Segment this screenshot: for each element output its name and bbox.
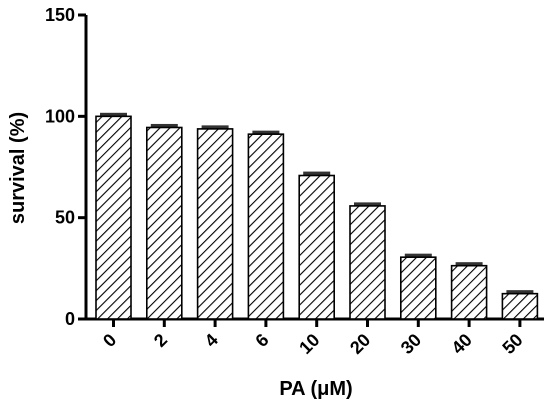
bar-0 <box>95 115 132 320</box>
x-tick-label: 20 <box>346 330 374 358</box>
x-tick-label: 2 <box>150 330 171 351</box>
y-tick-label: 50 <box>55 208 75 228</box>
y-tick-label: 0 <box>65 309 75 329</box>
bar-20 <box>349 205 386 320</box>
error-bar <box>354 202 381 207</box>
bar-40 <box>450 264 488 320</box>
error-bar <box>150 123 178 128</box>
error-bar <box>201 125 229 130</box>
bars <box>95 112 539 320</box>
error-bar <box>404 253 432 258</box>
x-tick-label: 50 <box>498 330 526 358</box>
bar-6 <box>247 133 285 320</box>
x-tick-label: 30 <box>397 330 425 358</box>
x-axis-title: PA (μM) <box>279 378 352 400</box>
x-tick-label: 0 <box>99 330 120 351</box>
bar-10 <box>298 174 336 320</box>
x-tick-label: 6 <box>252 330 273 351</box>
bar-4 <box>196 128 234 320</box>
y-axis-title: survival (%) <box>7 112 29 224</box>
error-bar <box>506 290 534 295</box>
y-tick-label: 100 <box>45 106 75 126</box>
x-tick-label: 40 <box>448 330 476 358</box>
bar-30 <box>399 256 437 320</box>
error-bar <box>100 112 127 117</box>
error-bar <box>303 171 331 176</box>
x-tick-label: 4 <box>201 330 222 351</box>
x-tick-label: 10 <box>295 330 323 358</box>
bar-2 <box>146 126 183 320</box>
error-bar <box>252 130 280 135</box>
y-tick-label: 150 <box>45 5 75 25</box>
error-bar <box>455 262 483 267</box>
bar-50 <box>501 292 539 320</box>
